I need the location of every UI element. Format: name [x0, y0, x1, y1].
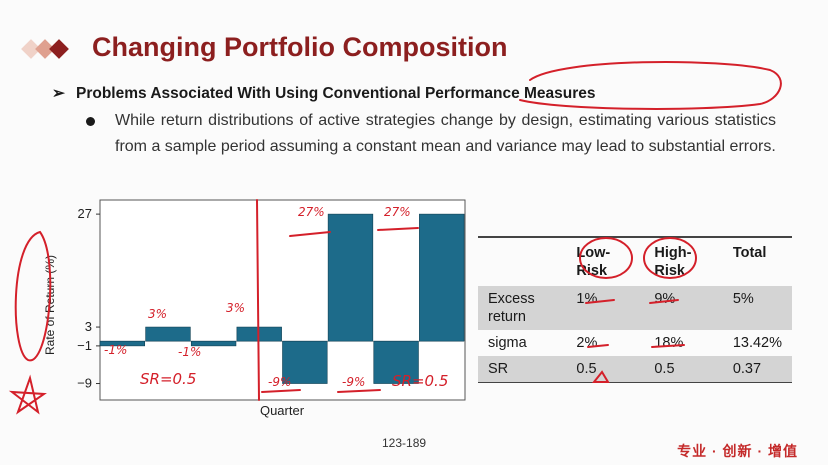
bar [236, 326, 282, 342]
row-label: Excess return [478, 286, 567, 330]
table-cell: 2% [576, 335, 598, 351]
table-cell: 0.5 [566, 356, 645, 383]
body-paragraph: While return distributions of active str… [86, 108, 776, 160]
statistics-table: Low-Risk High-Risk Total Excess return 1… [478, 236, 792, 383]
table-cell: 13.42% [732, 335, 782, 351]
arrow-bullet-icon: ➢ [52, 85, 65, 102]
x-axis-label: Quarter [260, 403, 305, 418]
table-cell: 1% [566, 286, 645, 330]
table-header-row: Low-Risk High-Risk Total [478, 236, 792, 286]
footer-slogan: 专业 · 创新 · 增值 [677, 443, 798, 459]
y-tick-label: −1 [77, 338, 92, 353]
table-row: sigma 2% 18% 13.42% [478, 330, 792, 356]
table-header-cell: Low-Risk [566, 236, 645, 286]
table-header-cell: Total [722, 236, 792, 286]
bar [419, 213, 465, 342]
bar [190, 340, 237, 347]
row-label: sigma [488, 335, 527, 351]
table-header-cell [478, 236, 567, 286]
y-tick-label: 27 [78, 206, 92, 221]
table-header-cell: High-Risk [644, 236, 723, 286]
paragraph-text: While return distributions of active str… [115, 112, 776, 155]
table-cell: 0.37 [722, 356, 792, 383]
y-axis-label: Rate of Return (%) [43, 255, 57, 355]
table-row: SR 0.5 0.5 0.37 [478, 356, 792, 383]
table-cell: 5% [722, 286, 792, 330]
table-cell: 9% [644, 286, 723, 330]
table-cell: 18% [654, 335, 684, 351]
bullet-dot-icon [86, 117, 95, 126]
row-label: SR [478, 356, 567, 383]
bar [327, 213, 374, 342]
table-cell: 0.5 [644, 356, 723, 383]
bullet-heading-text: Problems Associated With Using Conventio… [76, 85, 596, 102]
bar [145, 326, 191, 342]
y-tick-label: 3 [85, 319, 92, 334]
table-row: Excess return 1% 9% 5% [478, 286, 792, 330]
bar [99, 340, 146, 347]
slide-title: Changing Portfolio Composition [92, 32, 508, 62]
y-tick-label: −9 [77, 376, 92, 391]
diamond-icon [49, 39, 69, 59]
title-decoration [18, 38, 78, 62]
bar [282, 340, 328, 384]
page-number: 123-189 [382, 436, 427, 450]
bar [373, 340, 419, 384]
bar-chart: 27 3 −1 −9 Rate of Return (%) Quarter [43, 199, 466, 418]
bullet-heading: ➢ Problems Associated With Using Conventi… [52, 84, 596, 103]
